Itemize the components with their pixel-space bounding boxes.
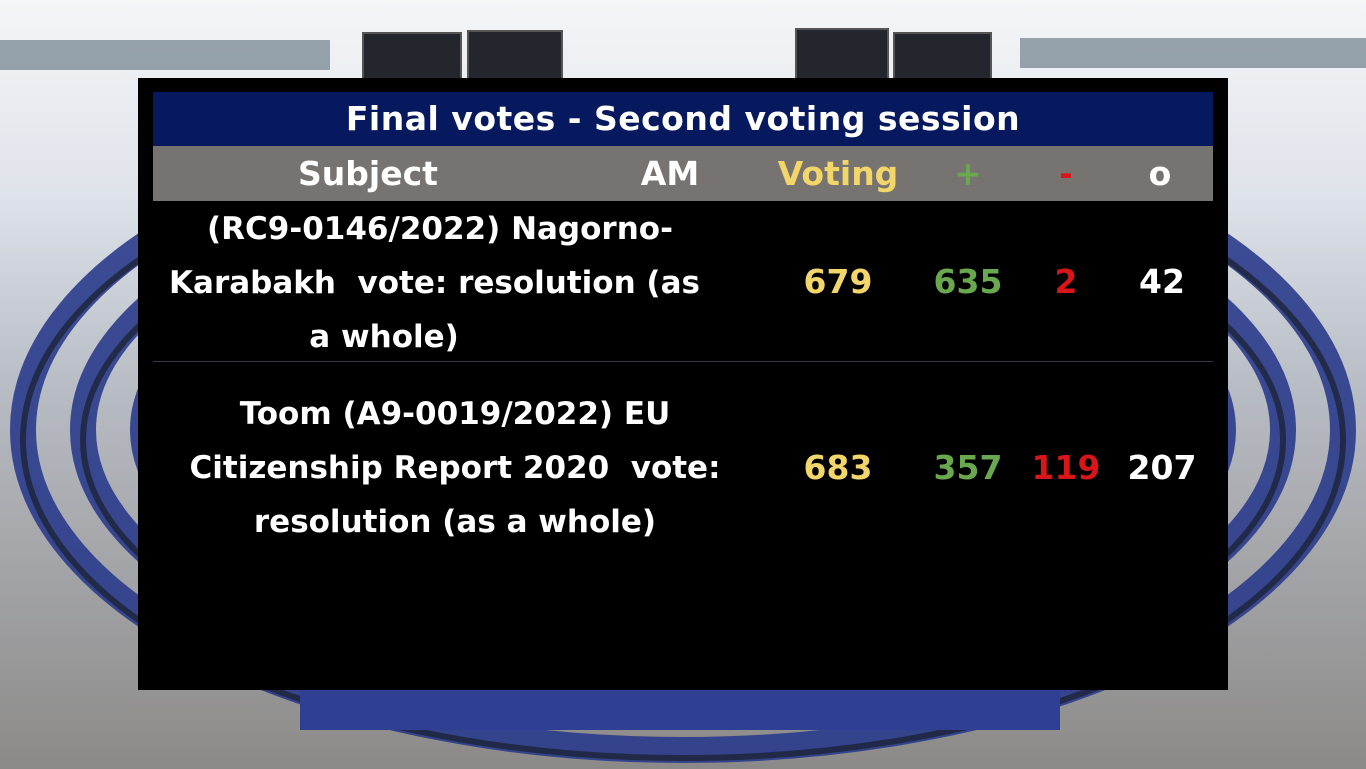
row-divider [153, 361, 1213, 362]
header-subject: Subject [298, 154, 438, 193]
row-subject: Toom (A9-0019/2022) EU Citizenship Repor… [165, 387, 745, 549]
row-minus: 119 [1031, 448, 1101, 487]
background-screen-announcement [893, 32, 992, 82]
panel-title: Final votes - Second voting session [153, 92, 1213, 146]
header-minus: - [1059, 154, 1073, 193]
table-header: Subject AM Voting + - o [153, 146, 1213, 201]
header-plus: + [954, 154, 982, 193]
subject-line: (RC9-0146/2022) Nagorno- [207, 211, 673, 247]
subject-line: Citizenship Report 2020 vote: [189, 450, 721, 486]
table-row: (RC9-0146/2022) Nagorno- Karabakh vote: … [153, 202, 1213, 362]
subject-line: Toom (A9-0019/2022) EU [239, 396, 671, 432]
row-plus: 635 [933, 262, 1003, 301]
table-row: Toom (A9-0019/2022) EU Citizenship Repor… [153, 387, 1213, 549]
background-screen-results [795, 28, 889, 82]
subject-line: Karabakh vote: resolution (as [169, 265, 700, 301]
row-voting: 683 [803, 448, 873, 487]
row-minus: 2 [1054, 262, 1078, 301]
header-am: AM [640, 154, 700, 193]
background-screen-results [362, 32, 462, 82]
subject-line: a whole) [169, 319, 459, 355]
row-voting: 679 [803, 262, 873, 301]
header-abstain: o [1148, 154, 1172, 193]
background-screen-announcement [467, 30, 563, 82]
subject-line: resolution (as a whole) [253, 504, 657, 540]
row-plus: 357 [933, 448, 1003, 487]
row-abstain: 207 [1127, 448, 1197, 487]
vote-results-panel: Final votes - Second voting session Subj… [138, 78, 1228, 690]
row-subject: (RC9-0146/2022) Nagorno- Karabakh vote: … [169, 202, 769, 364]
row-abstain: 42 [1139, 262, 1185, 301]
header-voting: Voting [777, 154, 899, 193]
